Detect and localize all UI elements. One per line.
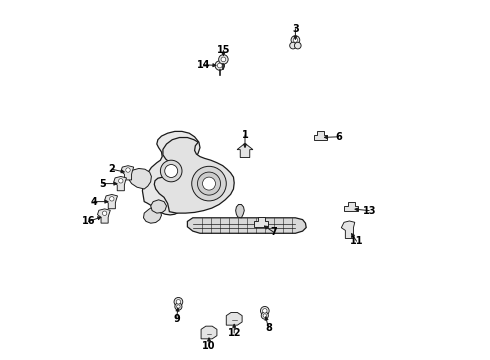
Polygon shape	[143, 131, 228, 215]
Circle shape	[261, 306, 269, 315]
Polygon shape	[121, 166, 134, 180]
Circle shape	[110, 197, 114, 201]
Polygon shape	[151, 200, 167, 213]
Circle shape	[290, 42, 296, 49]
Circle shape	[192, 166, 226, 201]
Text: 2: 2	[108, 164, 115, 174]
Text: 14: 14	[197, 60, 210, 70]
Circle shape	[294, 42, 301, 49]
Circle shape	[218, 63, 222, 68]
Text: 11: 11	[350, 236, 364, 246]
Circle shape	[263, 309, 267, 313]
Polygon shape	[98, 209, 110, 223]
Text: 8: 8	[265, 323, 272, 333]
Text: 3: 3	[292, 24, 299, 34]
Text: 7: 7	[270, 227, 277, 237]
Circle shape	[202, 177, 216, 190]
Polygon shape	[226, 312, 242, 325]
Circle shape	[261, 312, 269, 319]
Polygon shape	[144, 205, 162, 223]
Circle shape	[174, 297, 183, 306]
Circle shape	[160, 160, 182, 182]
Polygon shape	[105, 194, 118, 209]
Circle shape	[119, 179, 123, 183]
Circle shape	[197, 172, 220, 195]
Circle shape	[263, 314, 267, 317]
Polygon shape	[128, 168, 151, 189]
Circle shape	[291, 36, 300, 44]
Polygon shape	[314, 131, 327, 140]
Text: 15: 15	[217, 45, 230, 55]
Circle shape	[165, 165, 178, 177]
Polygon shape	[237, 143, 253, 158]
Text: 13: 13	[363, 206, 376, 216]
Circle shape	[293, 38, 297, 42]
Polygon shape	[114, 176, 126, 191]
Circle shape	[219, 55, 228, 64]
Text: 9: 9	[173, 314, 180, 324]
Circle shape	[221, 57, 226, 62]
Polygon shape	[154, 138, 234, 213]
Circle shape	[175, 303, 182, 310]
Polygon shape	[201, 326, 217, 339]
Text: 5: 5	[99, 179, 106, 189]
Circle shape	[176, 300, 181, 304]
Polygon shape	[236, 204, 245, 218]
Circle shape	[102, 211, 107, 215]
Text: 10: 10	[202, 341, 216, 351]
Text: 4: 4	[91, 197, 97, 207]
Text: 12: 12	[227, 328, 241, 338]
Text: 1: 1	[242, 130, 248, 140]
Text: 6: 6	[335, 132, 342, 142]
Polygon shape	[344, 202, 358, 211]
Polygon shape	[187, 218, 306, 233]
Circle shape	[215, 61, 224, 70]
Text: 16: 16	[82, 216, 95, 226]
Polygon shape	[342, 221, 355, 238]
Circle shape	[177, 305, 180, 308]
Polygon shape	[254, 217, 268, 226]
Circle shape	[126, 168, 130, 172]
